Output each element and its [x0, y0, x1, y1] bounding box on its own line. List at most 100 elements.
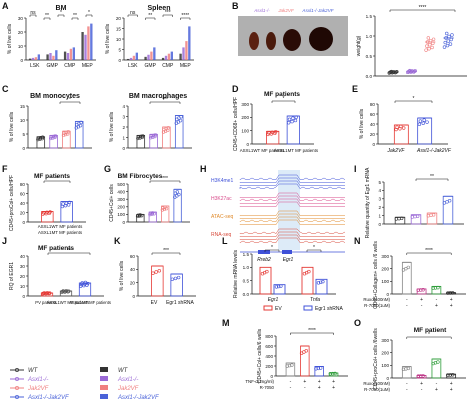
panel-i-marks: **: [394, 174, 454, 225]
data-point: [408, 68, 412, 73]
bar: [31, 57, 35, 60]
bar: [151, 265, 164, 297]
bar: [182, 47, 185, 60]
y-axis-label: Relative mRNA levels: [233, 249, 239, 298]
data-point: [40, 135, 45, 139]
y-tick-label: 1: [122, 135, 125, 140]
condition-sign: +: [450, 297, 453, 303]
significance-bracket: [406, 336, 452, 339]
significance-label: **: [73, 13, 77, 19]
x-tick-label: Asxl1-/-Jak2VF: [416, 148, 452, 154]
data-point: [331, 371, 335, 376]
y-tick-label: 60: [370, 112, 376, 117]
data-point: [64, 201, 68, 205]
column-label: Asxl1-/-: [253, 8, 270, 13]
significance-bracket: [180, 17, 191, 20]
data-point: [328, 372, 333, 376]
data-point: [136, 136, 140, 141]
condition-label: Ruxo(100nM): [363, 381, 390, 386]
panel-letter: J: [2, 236, 7, 246]
data-point: [140, 134, 145, 138]
data-point: [431, 41, 435, 46]
data-point: [139, 213, 144, 218]
significance-bracket: [271, 100, 296, 103]
panel-m-marks: ****: [285, 328, 339, 377]
significance-bracket: [389, 9, 456, 12]
chart-title: MF patients: [38, 245, 74, 252]
x-tick-label: PV patients: [35, 300, 56, 305]
data-point: [395, 125, 399, 129]
gene-exon: [282, 250, 292, 254]
y-tick-label: 0: [386, 376, 389, 381]
significance-label: **: [148, 13, 152, 19]
legend-swatch: [100, 385, 108, 390]
y-tick-label: 300: [117, 197, 125, 202]
legend-label: Asxl1-/-: [117, 377, 138, 383]
data-point: [61, 202, 65, 206]
y-tick-label: 300: [241, 102, 249, 107]
data-point: [170, 277, 175, 281]
condition-sign: +: [420, 381, 423, 387]
data-point: [290, 119, 294, 124]
data-point: [173, 276, 178, 281]
x-tick-label: Egr1: [268, 297, 279, 303]
panel-letter: F: [2, 164, 8, 174]
y-tick-label: 0: [270, 374, 273, 379]
data-point: [78, 123, 83, 128]
x-tick-label: CMP: [162, 63, 174, 69]
y-tick-label: 1.5: [243, 252, 250, 257]
data-point: [413, 69, 417, 73]
panel-letter: E: [352, 84, 358, 94]
data-point: [161, 206, 165, 210]
y-tick-label: 20: [20, 210, 26, 215]
panel-letter: C: [2, 84, 9, 94]
data-point: [67, 200, 72, 205]
condition-sign: -: [304, 385, 306, 391]
y-tick-label: 100: [381, 363, 389, 368]
panel-c-monocytes-axes: 0 5 10 15 % of live cells: [9, 104, 92, 151]
y-tick-label: 3: [122, 114, 125, 119]
panel-a-spleen-bars: ns ** *** ****: [126, 10, 191, 60]
y-tick-label: 200: [265, 364, 273, 369]
track-signal: [239, 234, 345, 240]
y-tick-label: 1.0: [366, 34, 373, 39]
data-point: [446, 39, 450, 43]
y-axis-label: % of live cells: [9, 111, 15, 142]
bar: [153, 47, 156, 60]
data-point: [150, 211, 155, 215]
y-tick-label: 0: [132, 294, 135, 299]
significance-label: *: [271, 245, 273, 251]
significance-label: ****: [181, 13, 189, 19]
data-point: [445, 31, 449, 36]
data-point: [416, 288, 420, 292]
data-point: [163, 205, 167, 210]
track-signal: [239, 183, 345, 189]
data-point: [151, 133, 156, 138]
y-tick-label: 200: [381, 350, 389, 355]
track-label: H3K4me1: [211, 178, 233, 184]
y-tick-label: 0: [246, 142, 249, 147]
highlight-region: [278, 170, 300, 250]
bar: [150, 51, 153, 60]
y-axis-label: % of live cells: [109, 111, 115, 142]
significance-label: ***: [163, 248, 169, 254]
y-tick-label: 500: [117, 182, 125, 187]
x-tick-label: ASXL1WT MF patients: [47, 300, 90, 305]
data-point: [279, 284, 283, 288]
legend-marker: [15, 368, 19, 372]
data-point: [60, 289, 65, 294]
condition-sign: -: [436, 381, 438, 387]
track-signal: [239, 231, 345, 237]
track-signal: [239, 213, 345, 219]
bar: [52, 55, 55, 60]
data-point: [389, 69, 394, 74]
bar: [188, 26, 191, 60]
bar: [49, 53, 52, 60]
gene-exon: [258, 250, 270, 254]
data-point: [321, 279, 325, 284]
data-point: [399, 216, 404, 221]
data-point: [446, 373, 450, 377]
y-tick-label: 40: [370, 122, 376, 127]
panel-letter: K: [114, 236, 121, 246]
